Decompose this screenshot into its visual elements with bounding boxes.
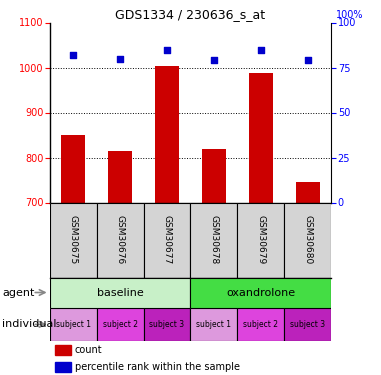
- Bar: [61, 135, 85, 202]
- Bar: [296, 182, 320, 203]
- Text: individual: individual: [2, 320, 56, 329]
- Text: subject 3: subject 3: [290, 320, 325, 329]
- Bar: [202, 149, 226, 202]
- Text: GSM30677: GSM30677: [163, 215, 171, 265]
- Text: subject 3: subject 3: [149, 320, 184, 329]
- Text: GSM30679: GSM30679: [256, 215, 266, 265]
- Bar: [190, 202, 237, 278]
- Text: GSM30680: GSM30680: [304, 215, 312, 265]
- Bar: [285, 308, 331, 341]
- Bar: [96, 308, 144, 341]
- Point: [117, 56, 123, 62]
- Text: GSM30676: GSM30676: [115, 215, 125, 265]
- Text: 100%: 100%: [336, 10, 363, 20]
- Text: GSM30678: GSM30678: [210, 215, 218, 265]
- Text: oxandrolone: oxandrolone: [226, 288, 296, 297]
- Bar: [237, 202, 285, 278]
- Text: GSM30675: GSM30675: [69, 215, 77, 265]
- Bar: [249, 73, 273, 202]
- Text: subject 2: subject 2: [243, 320, 279, 329]
- Bar: [55, 362, 71, 372]
- Text: agent: agent: [2, 288, 34, 297]
- Text: baseline: baseline: [97, 288, 143, 297]
- Point: [211, 57, 217, 63]
- Text: subject 1: subject 1: [197, 320, 232, 329]
- Point: [164, 46, 170, 53]
- Text: percentile rank within the sample: percentile rank within the sample: [75, 362, 240, 372]
- Bar: [155, 66, 179, 203]
- Bar: [50, 202, 96, 278]
- Bar: [108, 151, 132, 202]
- Bar: [55, 345, 71, 355]
- Bar: [50, 308, 96, 341]
- Text: count: count: [75, 345, 102, 355]
- Text: subject 1: subject 1: [56, 320, 91, 329]
- Bar: [190, 308, 237, 341]
- Point: [70, 52, 76, 58]
- Title: GDS1334 / 230636_s_at: GDS1334 / 230636_s_at: [115, 8, 266, 21]
- Point: [305, 57, 311, 63]
- Point: [258, 46, 264, 53]
- Bar: [144, 308, 190, 341]
- Bar: [50, 278, 190, 308]
- Bar: [285, 202, 331, 278]
- Bar: [144, 202, 190, 278]
- Bar: [237, 308, 285, 341]
- Bar: [190, 278, 331, 308]
- Text: subject 2: subject 2: [102, 320, 138, 329]
- Bar: [96, 202, 144, 278]
